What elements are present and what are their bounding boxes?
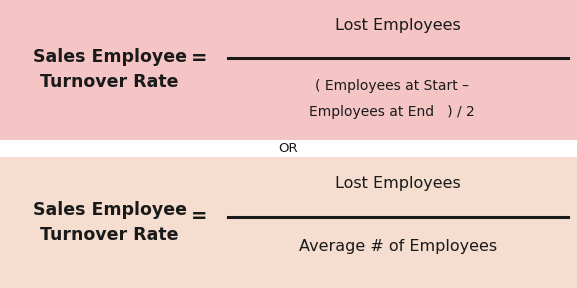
Text: =: =	[191, 49, 207, 68]
Bar	[0, 140, 577, 157]
Bar	[0, 0, 577, 140]
Text: OR: OR	[279, 142, 298, 155]
Bar	[0, 157, 577, 288]
Text: =: =	[191, 207, 207, 226]
Text: Employees at End   ) / 2: Employees at End ) / 2	[309, 105, 475, 119]
Text: ( Employees at Start –: ( Employees at Start –	[316, 79, 469, 93]
Text: Sales Employee
Turnover Rate: Sales Employee Turnover Rate	[33, 201, 186, 244]
Text: Average # of Employees: Average # of Employees	[299, 239, 497, 255]
Text: Lost Employees: Lost Employees	[335, 18, 461, 33]
Text: Lost Employees: Lost Employees	[335, 176, 461, 191]
Text: Sales Employee
Turnover Rate: Sales Employee Turnover Rate	[33, 48, 186, 91]
